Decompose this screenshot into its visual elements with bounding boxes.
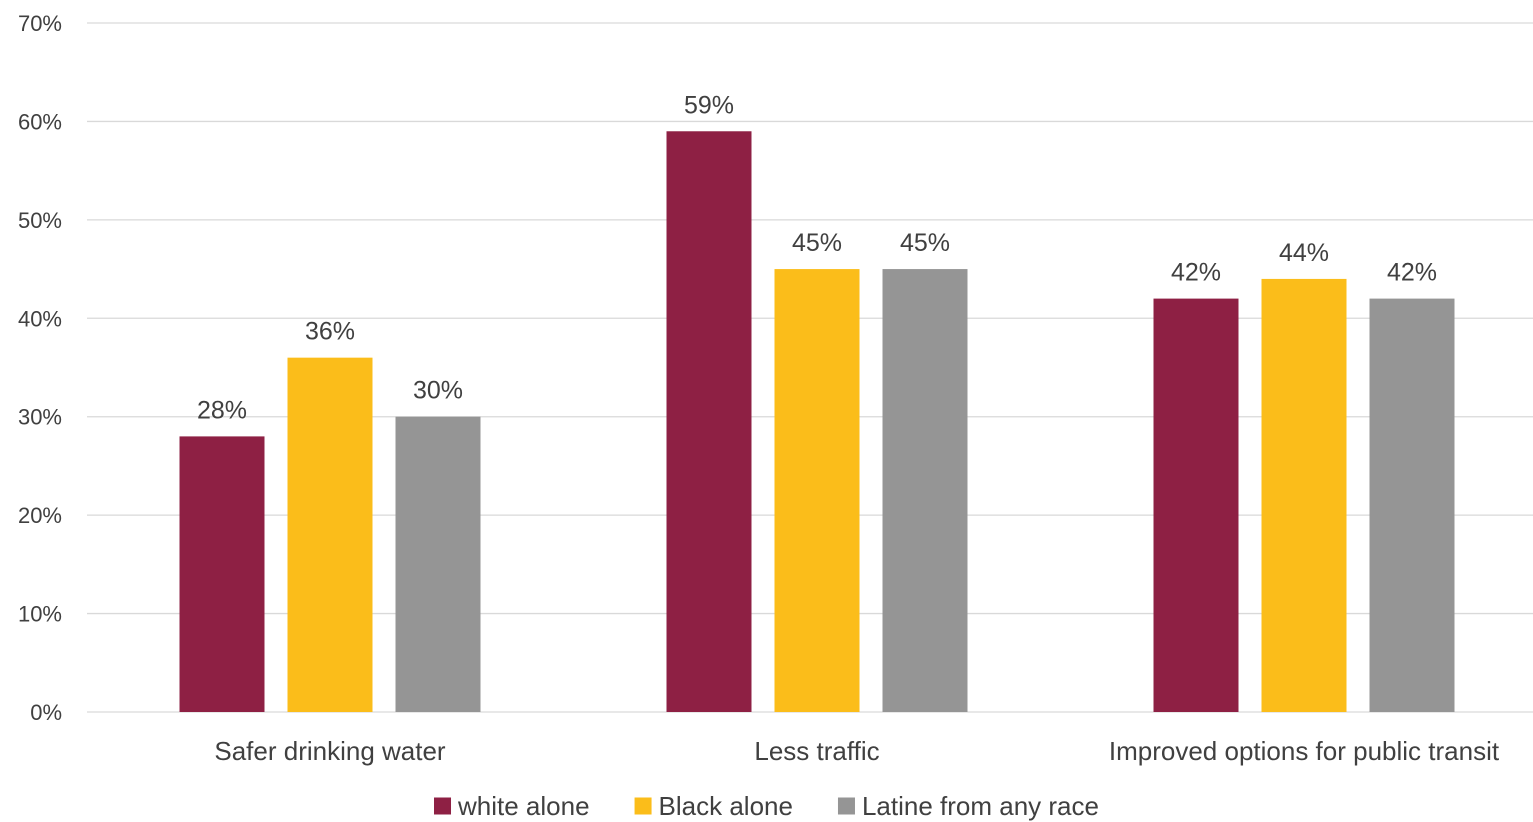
data-label: 36% bbox=[305, 318, 355, 346]
data-label: 42% bbox=[1387, 259, 1437, 287]
data-label: 42% bbox=[1171, 259, 1221, 287]
legend-swatch bbox=[635, 798, 652, 815]
y-tick-label: 10% bbox=[18, 602, 62, 627]
x-axis: Safer drinking water Less traffic Improved… bbox=[214, 736, 1499, 766]
data-label: 59% bbox=[684, 91, 734, 119]
bar bbox=[667, 131, 752, 712]
legend-swatch bbox=[838, 798, 855, 815]
bar bbox=[1154, 299, 1239, 712]
data-label: 45% bbox=[900, 229, 950, 257]
legend-label: Black alone bbox=[659, 791, 793, 821]
data-label: 44% bbox=[1279, 239, 1329, 267]
y-tick-label: 30% bbox=[18, 405, 62, 430]
bar bbox=[1370, 299, 1455, 712]
bars bbox=[180, 131, 1455, 712]
bar bbox=[1262, 279, 1347, 712]
legend-label: Latine from any race bbox=[862, 791, 1099, 821]
bar bbox=[180, 436, 265, 712]
y-tick-label: 0% bbox=[30, 700, 62, 725]
y-axis: 0% 10% 20% 30% 40% 50% 60% 70% bbox=[18, 11, 62, 725]
bar bbox=[396, 417, 481, 712]
x-category-label: Less traffic bbox=[754, 736, 879, 766]
y-tick-label: 60% bbox=[18, 109, 62, 134]
bar bbox=[288, 358, 373, 712]
y-tick-label: 70% bbox=[18, 11, 62, 36]
y-tick-label: 20% bbox=[18, 503, 62, 528]
x-category-label: Improved options for public transit bbox=[1109, 736, 1500, 766]
legend: white alone Black alone Latine from any ra… bbox=[434, 791, 1099, 821]
y-tick-label: 40% bbox=[18, 306, 62, 331]
bar bbox=[883, 269, 968, 712]
x-category-label: Safer drinking water bbox=[214, 736, 446, 766]
legend-swatch bbox=[434, 798, 451, 815]
legend-label: white alone bbox=[457, 791, 590, 821]
y-tick-label: 50% bbox=[18, 208, 62, 233]
data-label: 45% bbox=[792, 229, 842, 257]
bar bbox=[775, 269, 860, 712]
data-label: 30% bbox=[413, 377, 463, 405]
data-label: 28% bbox=[197, 396, 247, 424]
